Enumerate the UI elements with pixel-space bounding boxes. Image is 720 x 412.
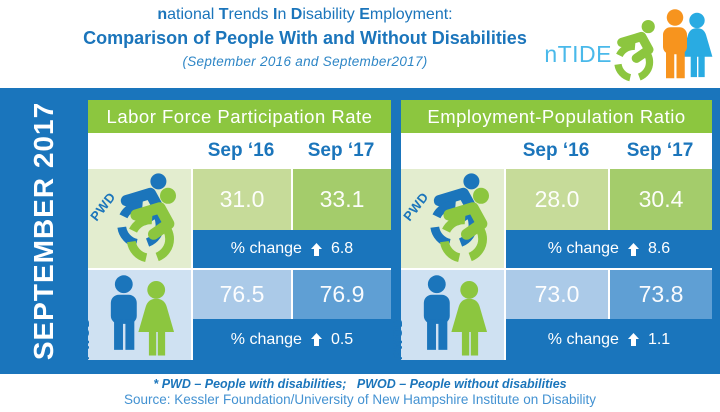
pwod-icon-cell: PWOD — [390, 270, 504, 360]
pwod-change-row: % change 1.1 — [506, 319, 712, 360]
pwd-change-row: % change 6.8 — [193, 230, 391, 268]
col-header-sep16: Sep ‘16 — [207, 140, 275, 161]
pwd-change-row: % change 8.6 — [506, 230, 712, 268]
title-initial: n — [157, 6, 168, 23]
pwd-icon-cell: PWD — [400, 169, 504, 268]
up-arrow-icon — [627, 333, 639, 346]
man-woman-icon — [110, 275, 174, 356]
sidebar-month-label: SEPTEMBER 2017 — [28, 101, 60, 361]
table-labor-force-participation: Labor Force Participation Rate Sep ‘16 S… — [77, 100, 391, 360]
pwd-value-sep16: 31.0 — [193, 169, 291, 230]
page-subtitle: Comparison of People With and Without Di… — [83, 28, 527, 48]
ntide-logo-text: nTIDE — [544, 41, 612, 67]
pct-change-label: % change — [230, 330, 302, 348]
date-range: (September 2016 and September2017) — [182, 54, 428, 69]
column-header-row: Sep ‘16 Sep ‘17 — [88, 133, 391, 169]
pwod-value-sep17: 76.9 — [291, 270, 391, 319]
pct-change-label: % change — [547, 330, 619, 348]
column-header-row: Sep ‘16 Sep ‘17 — [401, 133, 712, 169]
pwd-value-sep17: 33.1 — [291, 169, 391, 230]
pwod-change-row: % change 0.5 — [193, 319, 391, 360]
pwod-change-value: 1.1 — [647, 330, 671, 348]
pwd-icon-cell: PWD — [87, 169, 191, 268]
pct-change-label: % change — [230, 240, 302, 257]
pwod-value-sep17: 73.8 — [608, 270, 712, 319]
pwod-label: PWOD — [77, 317, 92, 360]
source-line: Source: Kessler Foundation/University of… — [124, 392, 596, 407]
wheelchair-racer-icon — [604, 18, 670, 84]
pwd-value-sep16: 28.0 — [506, 169, 608, 230]
abbreviation-note: * PWD – People with disabilities; PWOD –… — [153, 377, 567, 391]
ntide-logo: nTIDE — [544, 2, 718, 84]
col-header-sep17: Sep ‘17 — [307, 140, 375, 161]
pwod-icon-cell: PWOD — [77, 270, 191, 360]
pct-change-label: % change — [547, 240, 619, 257]
pwod-label: PWOD — [390, 317, 405, 360]
accessible-wheelchair-icon — [405, 171, 501, 267]
pwod-value-sep16: 73.0 — [506, 270, 608, 319]
pwod-row: PWOD 73.0 73.8 % change 1.1 — [390, 268, 712, 360]
accessible-wheelchair-icon — [92, 171, 188, 267]
pwd-row: PWD 31.0 33.1 % change 6.8 — [87, 169, 391, 268]
man-woman-icon — [423, 275, 487, 356]
sidebar-month: SEPTEMBER 2017 — [0, 88, 88, 374]
pwd-value-sep17: 30.4 — [608, 169, 712, 230]
up-arrow-icon — [310, 333, 322, 346]
pwd-row: PWD 28.0 30.4 % change 8.6 — [400, 169, 712, 268]
up-arrow-icon — [627, 242, 639, 256]
pwod-row: PWOD 76.5 76.9 % change 0.5 — [77, 268, 391, 360]
pwod-value-sep16: 76.5 — [193, 270, 291, 319]
page-title: national Trends In Disability Employment… — [157, 6, 453, 23]
table-title: Employment-Population Ratio — [401, 100, 712, 133]
pwd-change-value: 8.6 — [647, 240, 671, 257]
header-titles: national Trends In Disability Employment… — [20, 4, 590, 72]
table-title: Labor Force Participation Rate — [88, 100, 391, 133]
col-header-sep17: Sep ‘17 — [626, 140, 694, 161]
pwd-change-value: 6.8 — [330, 240, 354, 257]
pwod-change-value: 0.5 — [330, 330, 354, 348]
footer: * PWD – People with disabilities; PWOD –… — [0, 374, 720, 407]
table-employment-population: Employment-Population Ratio Sep ‘16 Sep … — [390, 100, 712, 360]
up-arrow-icon — [310, 242, 322, 256]
col-header-sep16: Sep ‘16 — [522, 140, 590, 161]
